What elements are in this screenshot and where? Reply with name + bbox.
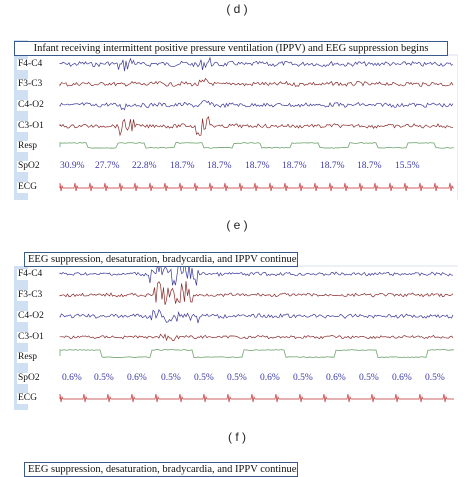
channel-label-f4c4: F4-C4 <box>17 59 44 70</box>
channel-label-ecg: ECG <box>17 393 38 404</box>
spo2-value: 0.5% <box>194 373 214 383</box>
channel-label-c3o1: C3-O1 <box>17 332 45 343</box>
panel-caption-d: Infant receiving intermittent positive p… <box>14 41 448 56</box>
spo2-value: 0.5% <box>227 373 247 383</box>
spo2-value: 0.6% <box>392 373 412 383</box>
spo2-value: 22.8% <box>132 161 157 171</box>
spo2-value: 0.6% <box>326 373 346 383</box>
spo2-value: 0.5% <box>161 373 181 383</box>
spo2-value: 0.5% <box>94 373 114 383</box>
spo2-value: 0.5% <box>359 373 379 383</box>
channel-label-spo2: SpO2 <box>17 161 41 172</box>
spo2-value: 18.7% <box>320 161 345 171</box>
spo2-value: 15.5% <box>395 161 420 171</box>
channel-label-resp: Resp <box>17 352 38 363</box>
channel-label-c4o2: C4-O2 <box>17 311 45 322</box>
panel-d-traces <box>28 54 458 200</box>
channel-label-c3o1: C3-O1 <box>17 121 45 132</box>
spo2-value: 0.6% <box>62 373 82 383</box>
spo2-value: 30.9% <box>60 161 85 171</box>
channel-label-f3c3: F3-C3 <box>17 79 44 90</box>
spo2-value: 0.6% <box>127 373 147 383</box>
panel-label-d: ( d ) <box>226 2 248 16</box>
channel-label-c4o2: C4-O2 <box>17 100 45 111</box>
eeg-panel-d: Infant receiving intermittent positive p… <box>14 40 458 200</box>
eeg-panel-f: EEG suppression, desaturation, bradycard… <box>14 462 458 477</box>
panel-label-e: ( e ) <box>226 218 248 232</box>
panel-e-traces <box>28 261 458 403</box>
channel-label-spo2: SpO2 <box>17 373 41 384</box>
spo2-value: 0.5% <box>425 373 445 383</box>
panel-caption-e: EEG suppression, desaturation, bradycard… <box>24 252 298 267</box>
panel-caption-f: EEG suppression, desaturation, bradycard… <box>24 462 298 477</box>
spo2-value: 0.5% <box>293 373 313 383</box>
channel-label-resp: Resp <box>17 141 38 152</box>
spo2-value: 18.7% <box>245 161 270 171</box>
eeg-panel-e: EEG suppression, desaturation, bradycard… <box>14 252 458 410</box>
spo2-value: 18.7% <box>282 161 307 171</box>
channel-label-f3c3: F3-C3 <box>17 290 44 301</box>
spo2-value: 18.7% <box>170 161 195 171</box>
spo2-value: 18.7% <box>207 161 232 171</box>
spo2-value: 0.6% <box>260 373 280 383</box>
spo2-value: 27.7% <box>95 161 120 171</box>
panel-label-f: ( f ) <box>228 430 246 444</box>
channel-label-ecg: ECG <box>17 182 38 193</box>
spo2-value: 18.7% <box>357 161 382 171</box>
channel-label-f4c4: F4-C4 <box>17 269 44 280</box>
